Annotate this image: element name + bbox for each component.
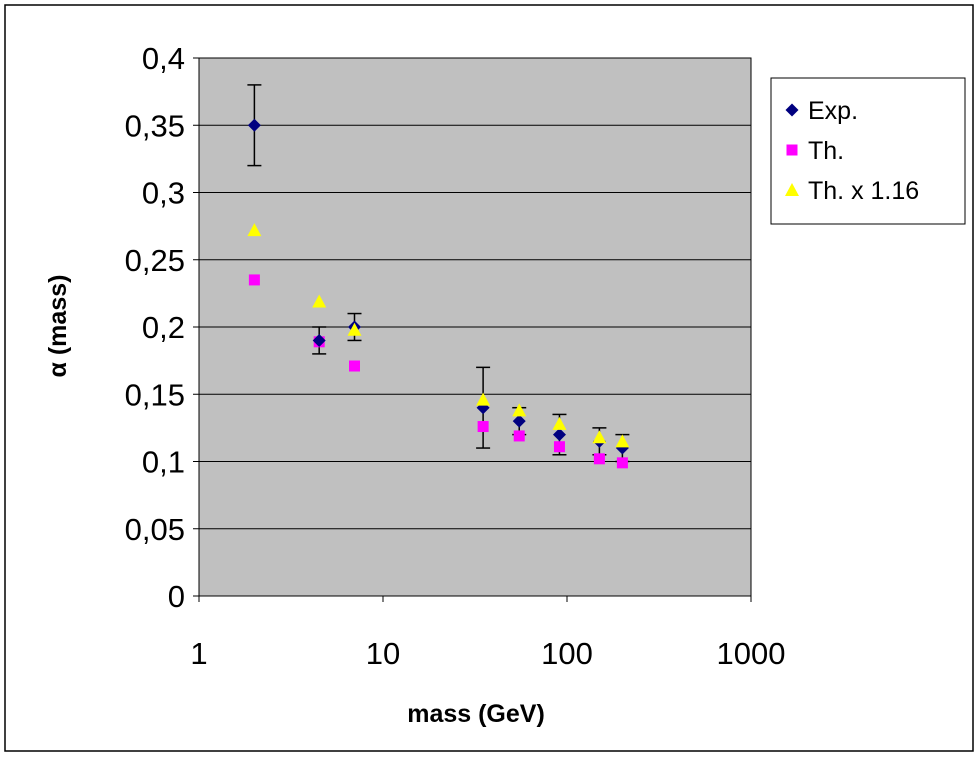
data-point-square xyxy=(593,453,605,465)
data-point-triangle xyxy=(592,430,607,444)
data-point-square xyxy=(477,421,489,433)
data-point-diamond xyxy=(552,428,566,442)
data-point-triangle xyxy=(247,223,262,237)
data-point-diamond xyxy=(247,118,261,132)
y-axis-title: α (mass) xyxy=(44,275,72,378)
data-point-triangle xyxy=(615,434,630,448)
y-tick-label: 0,4 xyxy=(142,41,185,76)
y-tick-label: 0,1 xyxy=(142,445,185,480)
y-tick-label: 0,15 xyxy=(125,377,185,412)
grid-lines xyxy=(199,124,751,530)
y-tick-label: 0,35 xyxy=(125,108,185,143)
data-points xyxy=(247,84,630,469)
x-tick-label: 100 xyxy=(541,636,593,671)
data-point-square xyxy=(513,430,525,442)
data-point-square xyxy=(553,441,565,453)
y-tick-label: 0,2 xyxy=(142,310,185,345)
y-tick-label: 0,05 xyxy=(125,512,185,547)
y-tick-label: 0 xyxy=(168,579,185,614)
data-point-square xyxy=(348,360,360,372)
legend-box xyxy=(770,77,966,225)
legend-label: Exp. xyxy=(808,97,858,125)
legend-marker-diamond xyxy=(785,103,799,117)
data-point-triangle xyxy=(476,392,491,406)
legend-label: Th. xyxy=(808,137,844,165)
x-axis: 1 10 100 1000 xyxy=(190,596,785,671)
data-point-triangle xyxy=(552,416,567,430)
x-tick-label: 1000 xyxy=(717,636,786,671)
data-point-triangle xyxy=(347,322,362,336)
legend-marker-triangle xyxy=(785,183,799,196)
x-axis-title: mass (GeV) xyxy=(407,700,545,728)
legend: Exp. Th. Th. x 1.16 xyxy=(770,77,966,225)
y-tick-label: 0,3 xyxy=(142,176,185,211)
data-point-diamond xyxy=(512,414,526,428)
data-point-square xyxy=(248,274,260,286)
data-point-diamond xyxy=(312,333,326,347)
y-tick-label: 0,25 xyxy=(125,243,185,278)
data-point-triangle xyxy=(512,403,527,417)
data-point-triangle xyxy=(312,294,327,308)
y-axis: 0 0,05 0,1 0,15 0,2 0,25 0,3 0,35 0,4 xyxy=(125,41,199,614)
legend-marker-square xyxy=(786,144,798,156)
legend-label: Th. x 1.16 xyxy=(808,177,919,205)
x-tick-label: 10 xyxy=(366,636,400,671)
data-point-square xyxy=(616,457,628,469)
x-tick-label: 1 xyxy=(190,636,207,671)
